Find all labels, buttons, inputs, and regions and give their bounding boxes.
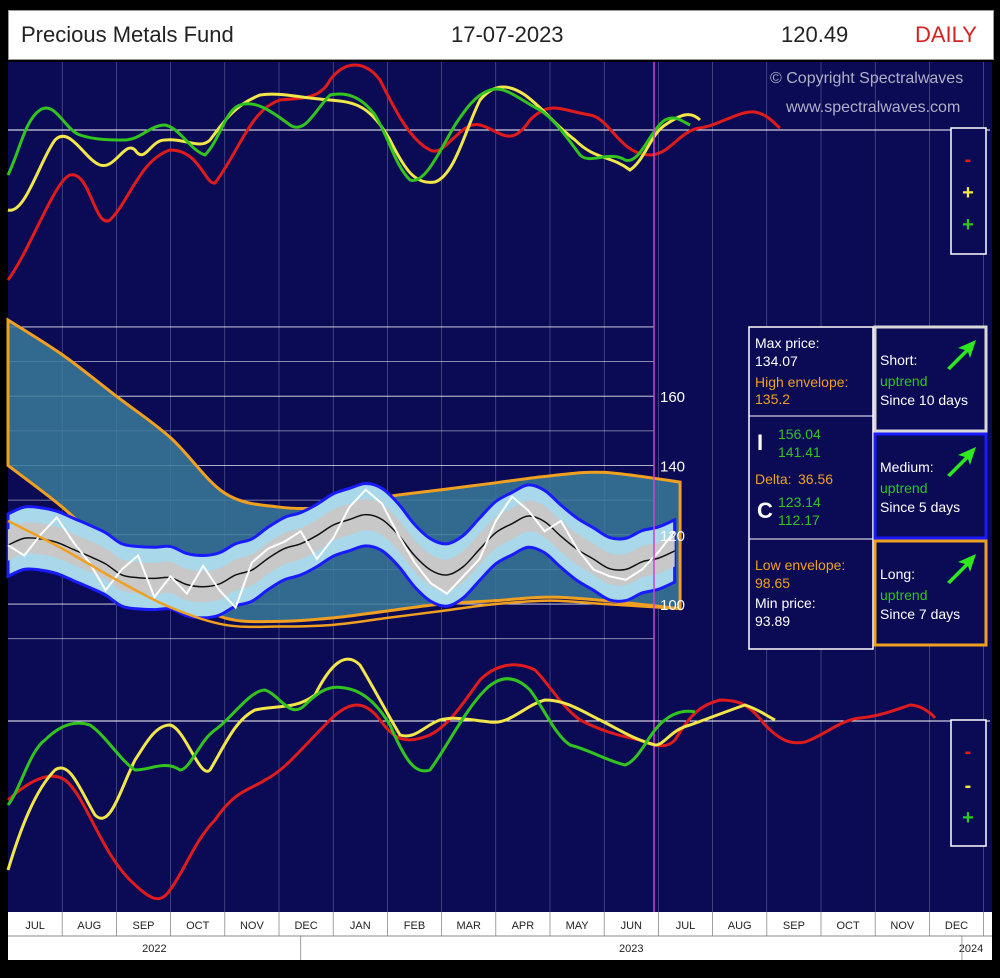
x-month-label: SEP (132, 920, 154, 932)
x-month-label: MAY (566, 920, 590, 932)
min-price-label: Min price: (755, 595, 816, 611)
bottom-oscillator (6, 657, 990, 901)
x-month-label: JUL (25, 920, 45, 932)
delta-value: 36.56 (798, 471, 833, 487)
chart-date: 17-07-2023 (451, 22, 564, 47)
trend-long-state: uptrend (880, 587, 927, 603)
x-month-label: AUG (728, 920, 752, 932)
chart-header: Precious Metals Fund 17-07-2023 120.49 D… (8, 10, 994, 60)
trend-short-box: Short: uptrend Since 10 days (873, 325, 988, 433)
top-yellow-line (7, 85, 702, 212)
x-year-label: 2024 (959, 943, 983, 955)
high-envelope-value: 135.2 (755, 391, 790, 407)
bottom-green-line (6, 677, 696, 806)
info-panel: Max price: 134.07 High envelope: 135.2 I… (748, 326, 874, 650)
x-year-label: 2023 (619, 943, 643, 955)
top-oscillator (6, 63, 990, 281)
min-price-value: 93.89 (755, 613, 790, 629)
low-envelope-value: 98.65 (755, 575, 790, 591)
c-low-value: 112.17 (778, 512, 820, 528)
x-month-label: DEC (945, 920, 968, 932)
max-price-label: Max price: (755, 335, 820, 351)
x-month-label: NOV (240, 920, 265, 932)
i-label: I (757, 430, 763, 455)
bottom-signal-red: - (965, 741, 972, 763)
x-month-label: SEP (783, 920, 805, 932)
x-month-label: DEC (294, 920, 317, 932)
trend-long-since: Since 7 days (880, 606, 960, 622)
y-tick-label: 120 (660, 528, 685, 545)
top-signal-red: - (965, 149, 972, 171)
x-month-label: NOV (890, 920, 915, 932)
trend-short-state: uptrend (880, 373, 927, 389)
trend-short-since: Since 10 days (880, 392, 968, 408)
x-month-label: FEB (404, 920, 425, 932)
max-price-value: 134.07 (755, 353, 798, 369)
bottom-signal-yellow: - (965, 775, 972, 797)
bottom-signal-green: + (962, 807, 974, 829)
trend-long-label: Long: (880, 566, 915, 582)
i-high-value: 156.04 (778, 426, 821, 442)
last-price: 120.49 (781, 22, 849, 47)
bottom-red-line (6, 663, 937, 901)
y-tick-label: 160 (660, 389, 685, 406)
delta-label: Delta: (755, 471, 792, 487)
x-month-label: APR (512, 920, 535, 932)
arrow-up-right-icon (947, 554, 976, 584)
low-envelope-line (7, 519, 681, 629)
x-month-label: JUL (676, 920, 696, 932)
copyright-line-2: www.spectralwaves.com (785, 99, 960, 116)
copyright-line-1: © Copyright Spectralwaves (770, 70, 963, 87)
top-green-line (6, 87, 691, 182)
trend-medium-state: uptrend (880, 480, 927, 496)
trend-medium-since: Since 5 days (880, 499, 960, 515)
top-signal-green: + (962, 214, 974, 236)
low-envelope-label: Low envelope: (755, 557, 845, 573)
c-label: C (757, 498, 773, 523)
arrow-up-right-icon (947, 340, 976, 370)
bottom-yellow-line (6, 657, 776, 871)
x-year-label: 2022 (142, 943, 166, 955)
x-axis-months: JUL AUG SEP OCT NOV DEC JAN FEB MAR APR MAY JUN JUL A… (25, 912, 984, 936)
x-month-label: AUG (77, 920, 101, 932)
price-line (7, 488, 676, 610)
i-low-value: 141.41 (778, 444, 821, 460)
arrow-up-right-icon (947, 447, 976, 477)
high-envelope-label: High envelope: (755, 374, 848, 390)
x-month-label: JAN (350, 920, 371, 932)
price-panel: 100 120 140 160 (6, 62, 685, 912)
top-signal-box (950, 127, 987, 255)
trend-short-label: Short: (880, 352, 917, 368)
info-panel-box (748, 326, 874, 650)
top-red-line (6, 63, 781, 281)
fund-title: Precious Metals Fund (21, 22, 234, 47)
x-month-label: OCT (836, 920, 860, 932)
x-axis-years: 2022 2023 2024 (142, 936, 983, 960)
c-high-value: 123.14 (778, 494, 821, 510)
bottom-signal-box (950, 719, 987, 847)
trend-medium-box: Medium: uptrend Since 5 days (873, 432, 988, 540)
timeframe-label: DAILY (915, 22, 977, 47)
top-signal-yellow: + (962, 182, 974, 204)
x-month-label: MAR (456, 920, 481, 932)
y-tick-label: 140 (660, 458, 685, 475)
y-tick-label: 100 (660, 597, 685, 614)
x-month-label: JUN (621, 920, 642, 932)
trend-medium-label: Medium: (880, 459, 934, 475)
trend-long-box: Long: uptrend Since 7 days (873, 539, 988, 647)
y-axis-ticks: 100 120 140 160 (660, 389, 685, 614)
x-month-label: OCT (186, 920, 210, 932)
